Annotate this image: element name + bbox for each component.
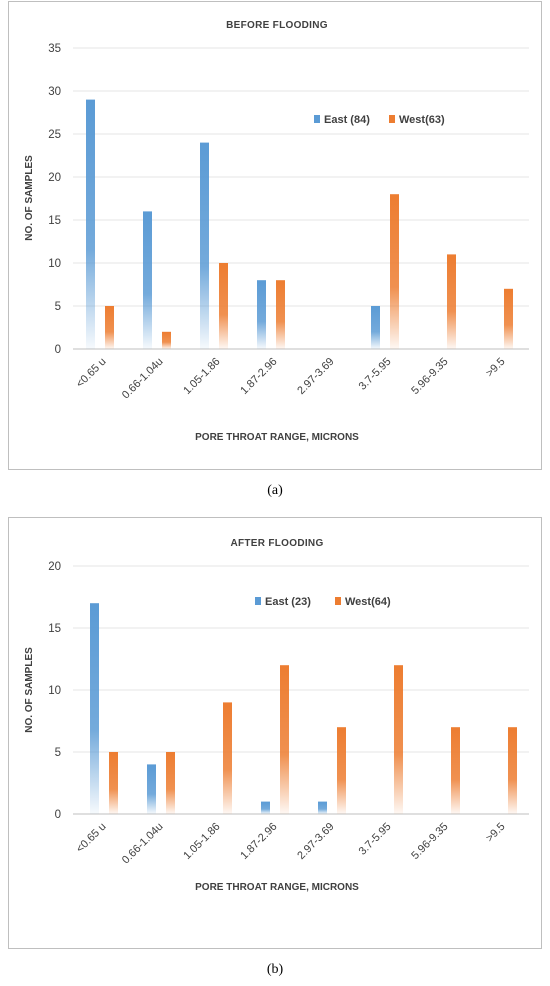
- chart-title: BEFORE FLOODING: [226, 20, 328, 31]
- bar-west: [390, 194, 399, 349]
- x-tick-label: 5.96-9.35: [409, 821, 450, 862]
- legend-swatch-east: [255, 597, 261, 605]
- bar-west: [504, 288, 513, 349]
- y-tick-label: 15: [48, 623, 61, 635]
- after-flooding-chart: AFTER FLOODING 0 5 10 15 20 <0.65 u 0.66-1.04u 1…: [24, 538, 529, 893]
- y-tick-label: 0: [55, 809, 61, 821]
- x-tick-label: >9.5: [484, 356, 508, 380]
- y-tick-label: 20: [48, 172, 61, 184]
- y-tick-label: 25: [48, 129, 61, 141]
- bar-east: [318, 801, 327, 814]
- y-tick-label: 30: [48, 86, 61, 98]
- x-tick-label: 5.96-9.35: [409, 356, 450, 397]
- bar-east: [90, 603, 99, 814]
- x-tick-label: <0.65 u: [74, 821, 109, 856]
- x-tick-label: 2.97-3.69: [295, 821, 336, 862]
- bar-west: [219, 263, 228, 349]
- y-tick-label: 15: [48, 215, 61, 227]
- y-tick-label: 5: [55, 747, 61, 759]
- legend-swatch-west: [389, 115, 395, 123]
- bar-west: [447, 254, 456, 349]
- legend-label-east: East (23): [265, 596, 311, 608]
- bar-west: [337, 727, 346, 814]
- x-tick-label: 1.87-2.96: [238, 356, 279, 397]
- y-tick-label: 0: [55, 344, 61, 356]
- bar-east: [86, 99, 95, 349]
- x-tick-label: 2.97-3.69: [295, 356, 336, 397]
- x-tick-label: 0.66-1.04u: [120, 821, 166, 867]
- y-tick-label: 20: [48, 561, 61, 573]
- chart-panel-before: BEFORE FLOODING 0 5 10 15 20 25 30 35 <0.65 u 0.66…: [8, 1, 542, 470]
- bar-west: [109, 752, 118, 814]
- legend-swatch-east: [314, 115, 320, 123]
- x-axis-label: PORE THROAT RANGE, MICRONS: [195, 432, 359, 443]
- chart-panel-after: AFTER FLOODING 0 5 10 15 20 <0.65 u 0.66-1.04u 1…: [8, 517, 542, 949]
- chart-title: AFTER FLOODING: [230, 538, 323, 549]
- x-tick-label: 3.7-5.95: [357, 821, 394, 858]
- x-tick-label: <0.65 u: [74, 356, 109, 391]
- x-axis-label: PORE THROAT RANGE, MICRONS: [195, 882, 359, 893]
- bar-east: [257, 280, 266, 349]
- bar-west: [223, 702, 232, 814]
- legend-swatch-west: [335, 597, 341, 605]
- bar-east: [261, 801, 270, 814]
- x-tick-label: 1.05-1.86: [181, 821, 222, 862]
- figure-caption-a: (a): [267, 483, 283, 498]
- legend-label-west: West(64): [345, 596, 391, 608]
- x-tick-label: >9.5: [484, 821, 508, 845]
- bar-west: [508, 727, 517, 814]
- y-axis-label: NO. OF SAMPLES: [24, 155, 35, 241]
- bar-west: [105, 306, 114, 349]
- y-tick-label: 35: [48, 43, 61, 55]
- before-flooding-chart: BEFORE FLOODING 0 5 10 15 20 25 30 35 <0.65 u 0.66…: [24, 20, 529, 443]
- y-tick-label: 10: [48, 685, 61, 697]
- bar-west: [280, 665, 289, 814]
- x-tick-label: 0.66-1.04u: [120, 356, 166, 402]
- x-tick-label: 3.7-5.95: [357, 356, 394, 393]
- legend-label-west: West(63): [399, 114, 445, 126]
- bar-west: [451, 727, 460, 814]
- legend-label-east: East (84): [324, 114, 370, 126]
- bar-west: [394, 665, 403, 814]
- y-tick-label: 5: [55, 301, 61, 313]
- bar-east: [143, 211, 152, 349]
- y-tick-label: 10: [48, 258, 61, 270]
- x-tick-label: 1.05-1.86: [181, 356, 222, 397]
- bar-east: [147, 764, 156, 814]
- bar-west: [162, 331, 171, 349]
- x-tick-label: 1.87-2.96: [238, 821, 279, 862]
- y-axis-label: NO. OF SAMPLES: [24, 647, 35, 733]
- figure-caption-b: (b): [266, 962, 284, 977]
- bar-west: [166, 752, 175, 814]
- bar-west: [276, 280, 285, 349]
- bar-east: [371, 306, 380, 349]
- bar-east: [200, 142, 209, 349]
